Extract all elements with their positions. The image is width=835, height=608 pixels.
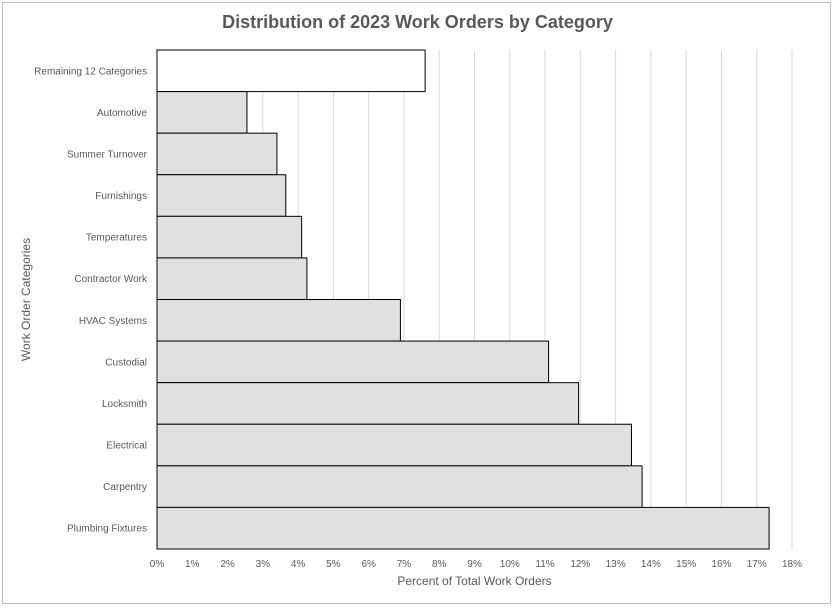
x-tick-label: 12%: [570, 559, 590, 570]
bar: [156, 174, 287, 217]
category-label: Remaining 12 Categories: [34, 66, 147, 77]
category-label: HVAC Systems: [79, 316, 147, 327]
bar: [156, 257, 308, 300]
bar: [156, 132, 278, 176]
chart-title: Distribution of 2023 Work Orders by Cate…: [222, 12, 613, 32]
x-tick-label: 17%: [747, 559, 767, 570]
y-axis-title: Work Order Categories: [19, 238, 33, 361]
bar: [156, 382, 580, 425]
x-tick-label: 14%: [641, 559, 661, 570]
x-tick-label: 8%: [432, 559, 447, 570]
category-label: Electrical: [106, 441, 147, 452]
x-tick-label: 1%: [185, 559, 200, 570]
bar: [156, 506, 770, 550]
category-labels: Remaining 12 Categories Automotive Summer …: [34, 66, 148, 534]
category-label: Plumbing Fixtures: [67, 524, 147, 535]
x-tick-label: 10%: [500, 559, 520, 570]
bar: [156, 49, 426, 93]
category-label: Custodial: [105, 357, 147, 368]
x-tick-label: 7%: [397, 559, 412, 570]
x-tick-label: 5%: [326, 559, 341, 570]
x-tick-label: 18%: [782, 559, 802, 570]
category-label: Automotive: [97, 108, 147, 119]
bar: [156, 91, 248, 134]
bar: [156, 299, 401, 342]
x-tick-label: 6%: [361, 559, 376, 570]
x-tick-label: 9%: [467, 559, 482, 570]
category-label: Contractor Work: [74, 274, 148, 285]
bars: [156, 49, 770, 550]
x-tick-label: 4%: [291, 559, 306, 570]
x-tick-labels: 0% 1% 2% 3% 4% 5% 6% 7% 8% 9% 10% 11% 12% 13% 14% 15% 16…: [150, 559, 802, 570]
bar: [156, 340, 550, 384]
x-tick-label: 11%: [535, 559, 554, 570]
category-label: Locksmith: [102, 399, 147, 410]
x-tick-label: 3%: [256, 559, 271, 570]
bar: [156, 465, 643, 508]
x-tick-label: 15%: [676, 559, 696, 570]
category-label: Summer Turnover: [67, 149, 148, 160]
category-label: Furnishings: [95, 191, 147, 202]
category-label: Carpentry: [103, 482, 147, 493]
x-tick-label: 0%: [150, 559, 165, 570]
bar: [156, 423, 632, 467]
x-axis-title: Percent of Total Work Orders: [397, 574, 551, 588]
x-tick-label: 13%: [606, 559, 626, 570]
x-tick-label: 2%: [220, 559, 235, 570]
category-label: Temperatures: [86, 233, 147, 244]
bar: [156, 215, 303, 259]
x-tick-label: 16%: [711, 559, 731, 570]
